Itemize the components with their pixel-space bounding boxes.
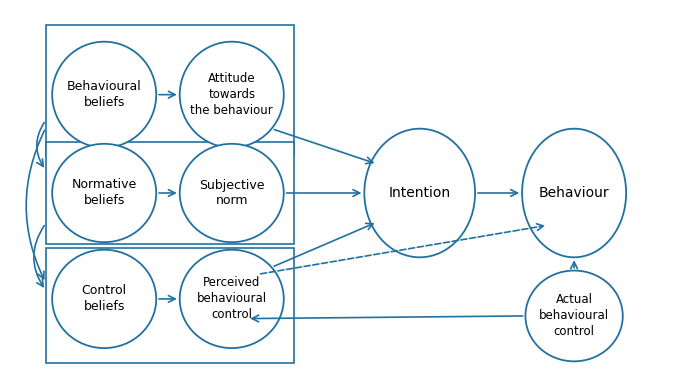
- Ellipse shape: [179, 144, 284, 242]
- Ellipse shape: [522, 129, 626, 257]
- Ellipse shape: [364, 129, 475, 257]
- FancyBboxPatch shape: [46, 25, 294, 155]
- Text: Intention: Intention: [388, 186, 451, 200]
- Text: Attitude
towards
the behaviour: Attitude towards the behaviour: [190, 72, 273, 117]
- Ellipse shape: [179, 42, 284, 147]
- Text: Actual
behavioural
control: Actual behavioural control: [539, 293, 609, 339]
- Text: Perceived
behavioural
control: Perceived behavioural control: [197, 276, 266, 322]
- FancyBboxPatch shape: [46, 248, 294, 363]
- Text: Subjective
norm: Subjective norm: [199, 178, 264, 208]
- Ellipse shape: [179, 250, 284, 348]
- FancyBboxPatch shape: [46, 142, 294, 244]
- Text: Normative
beliefs: Normative beliefs: [71, 178, 137, 208]
- Text: Behavioural
beliefs: Behavioural beliefs: [67, 80, 142, 109]
- Text: Behaviour: Behaviour: [539, 186, 610, 200]
- Ellipse shape: [525, 271, 623, 361]
- Ellipse shape: [52, 144, 156, 242]
- Ellipse shape: [52, 42, 156, 147]
- Text: Control
beliefs: Control beliefs: [82, 284, 127, 313]
- Ellipse shape: [52, 250, 156, 348]
